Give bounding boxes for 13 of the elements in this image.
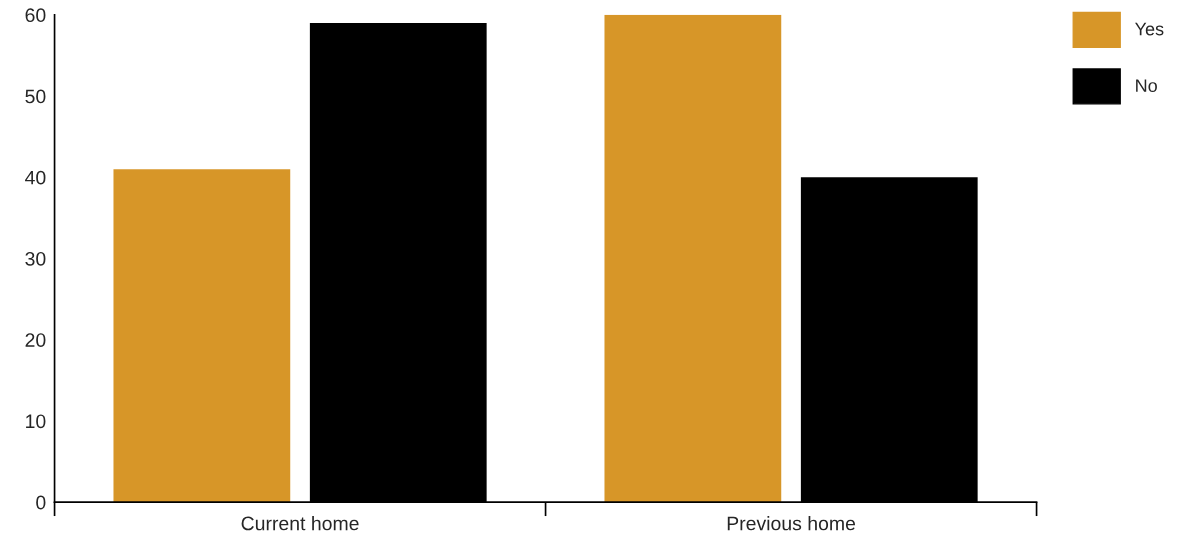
bar — [604, 14, 782, 503]
y-tick-label: 50 — [25, 89, 46, 104]
y-tick-label: 40 — [25, 170, 46, 185]
bar — [113, 169, 291, 503]
x-tick-label: Previous home — [727, 516, 856, 531]
y-tick-label: 20 — [25, 333, 46, 347]
x-tick-label: Current home — [241, 516, 359, 531]
legend-label: Yes — [1135, 22, 1164, 36]
y-tick-label: 10 — [26, 414, 46, 429]
legend-label: No — [1136, 79, 1157, 93]
y-tick-label: 30 — [25, 251, 46, 266]
y-tick-label: 60 — [25, 8, 46, 23]
y-tick-label: 0 — [36, 495, 46, 510]
